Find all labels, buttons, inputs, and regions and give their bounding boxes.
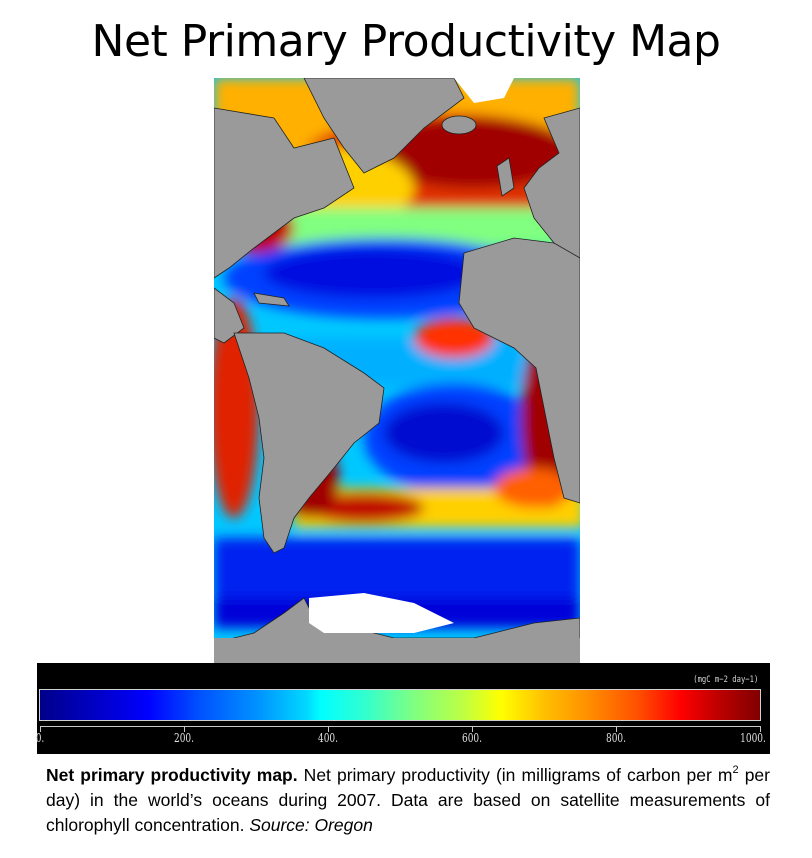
colorbar-tick — [184, 727, 185, 732]
colorbar-tick — [328, 727, 329, 732]
colorbar-tick — [760, 727, 761, 732]
map-graphic — [214, 78, 580, 663]
colorbar-label: 0. — [35, 731, 45, 745]
caption-heading: Net primary productivity map. — [46, 765, 298, 785]
colorbar-label: 800. — [605, 731, 627, 745]
colorbar-legend: (mgC m−2 day−1) 0. 200. 400. 600. 800. 1… — [35, 663, 770, 754]
caption-text: per day) in the world’s oceans during 20… — [46, 765, 770, 835]
colorbar-label: 1000. — [740, 731, 766, 745]
colorbar-tick — [616, 727, 617, 732]
caption-text: Net primary productivity (in milligrams … — [297, 765, 733, 785]
colorbar-label: 600. — [461, 731, 483, 745]
colorbar-units: (mgC m−2 day−1) — [692, 675, 758, 685]
page-title: Net Primary Productivity Map — [91, 16, 721, 67]
colorbar-label: 400. — [317, 731, 339, 745]
caption-superscript: 2 — [732, 764, 739, 776]
colorbar-tick — [472, 727, 473, 732]
colorbar-tick — [40, 727, 41, 732]
figure-caption: Net primary productivity map. Net primar… — [46, 763, 770, 838]
colorbar-gradient — [39, 689, 761, 721]
colorbar-label: 200. — [173, 731, 195, 745]
colorbar-axis — [40, 726, 761, 732]
caption-source: Source: Oregon — [249, 815, 373, 835]
npp-map — [214, 78, 580, 663]
